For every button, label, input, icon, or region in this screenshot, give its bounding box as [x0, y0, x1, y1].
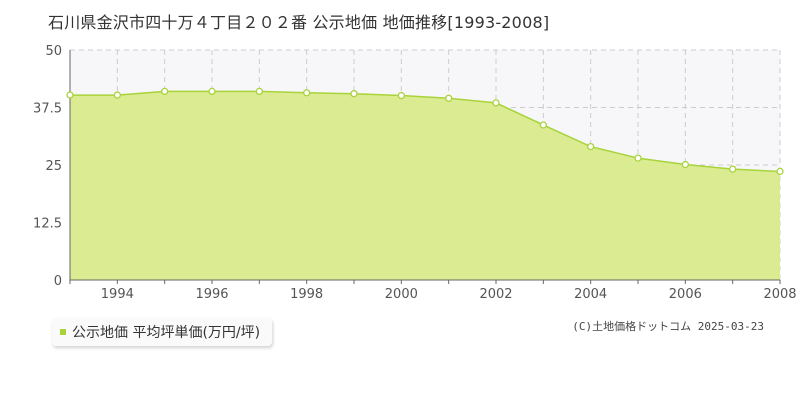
data-point-1999 [350, 90, 358, 98]
y-tick-label-3: 37.5 [33, 102, 62, 117]
data-point-1995 [161, 87, 169, 96]
legend: 公示地価 平均坪単価(万円/坪) [52, 318, 273, 346]
copyright-notice: (C)土地価格ドットコム 2025-03-23 [572, 320, 764, 333]
x-tick-label-4: 2002 [479, 287, 512, 302]
data-point-2007 [729, 165, 737, 173]
x-tick-label-0: 1994 [101, 287, 134, 302]
data-point-2003 [539, 121, 547, 129]
data-point-2004 [587, 142, 595, 151]
data-point-1994 [113, 91, 121, 99]
axes [69, 50, 781, 284]
area-fill [70, 91, 780, 281]
data-point-2008 [776, 167, 784, 176]
chart-title: 石川県金沢市四十万４丁目２０２番 公示地価 地価推移[1993-2008] [48, 13, 550, 32]
y-tick-label-2: 25 [45, 159, 62, 174]
legend-label: 公示地価 平均坪単価(万円/坪) [72, 325, 261, 341]
data-point-2002 [492, 99, 500, 107]
legend-swatch [60, 329, 66, 335]
x-tick-label-1: 1996 [195, 287, 228, 302]
data-point-1993 [66, 91, 74, 99]
data-point-1996 [208, 87, 216, 96]
data-point-2001 [445, 94, 453, 102]
data-points [66, 87, 784, 176]
x-tick-label-5: 2004 [574, 287, 607, 302]
x-tick-label-7: 2008 [763, 287, 796, 302]
y-tick-label-4: 50 [45, 44, 62, 59]
data-point-2005 [634, 154, 642, 162]
y-tick-label-0: 0 [54, 274, 62, 289]
data-point-2006 [681, 160, 689, 169]
data-point-1998 [303, 89, 311, 97]
x-tick-label-3: 2000 [385, 287, 418, 302]
y-axis-tick-labels: 0 12.5 25 37.5 50 [33, 44, 62, 289]
x-axis-tick-labels: 1994 1996 1998 2000 2002 2004 2006 2008 [101, 287, 797, 302]
data-point-2000 [397, 91, 405, 100]
y-tick-label-1: 12.5 [33, 217, 62, 232]
x-tick-label-6: 2006 [669, 287, 702, 302]
series-line [70, 90, 781, 173]
x-tick-label-2: 1998 [290, 287, 323, 302]
data-point-1997 [255, 87, 263, 96]
